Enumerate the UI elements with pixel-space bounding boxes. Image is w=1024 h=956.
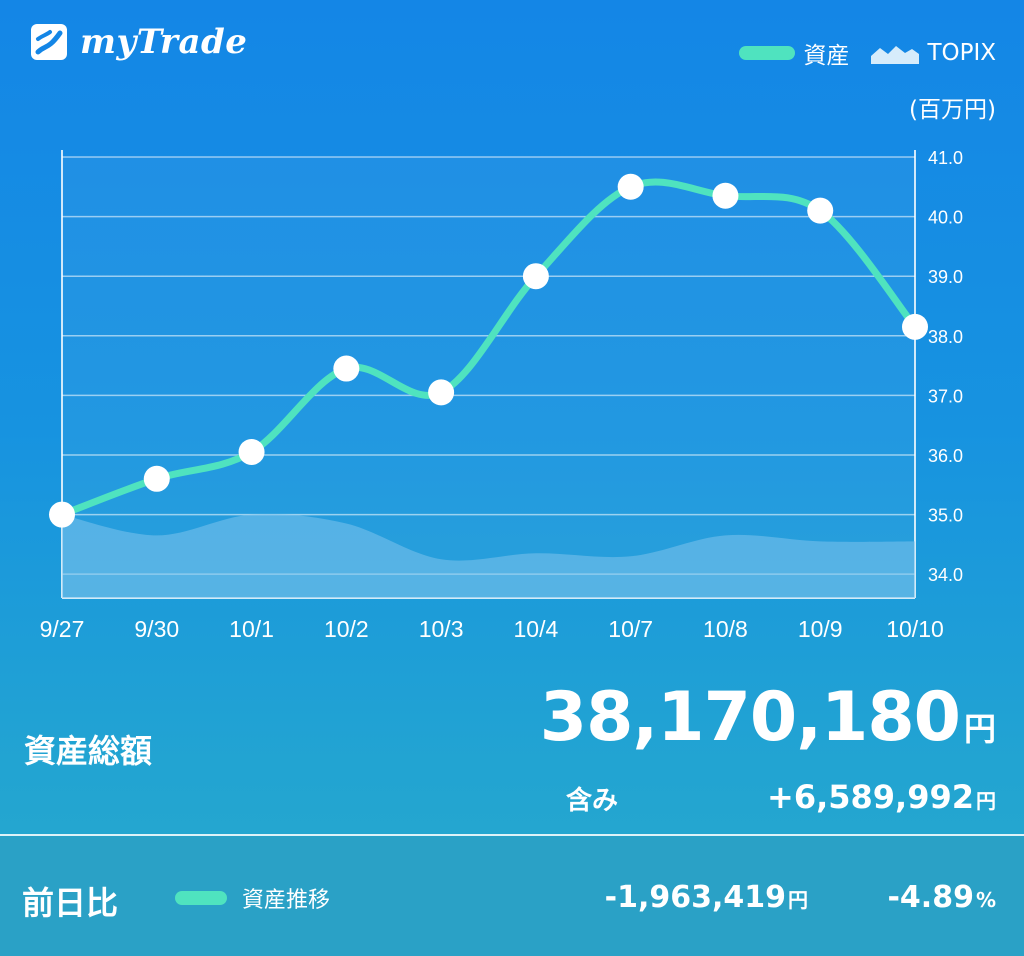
day-change-percent: -4.89 % [887,880,996,915]
app-name: myTrade [80,22,248,62]
y-tick-label: 36.0 [928,446,963,466]
x-tick-label: 10/10 [886,616,944,642]
total-assets: 38,170,180 円 [540,678,996,757]
asset-summary: 資産総額 38,170,180 円 含み +6,589,992 円 [0,670,1024,830]
topix-area [62,514,915,598]
unit-label: (百万円) [909,97,996,123]
x-tick-label: 10/4 [514,616,559,642]
trade-logo-icon [31,24,67,60]
day-change-value: -1,963,419 [604,880,786,915]
asset-data-point [428,379,455,406]
x-tick-label: 10/9 [798,616,843,642]
asset-trend-swatch [175,891,227,905]
unrealized-value: +6,589,992 [767,778,974,816]
daily-change-bar: 前日比 資産推移 -1,963,419 円 -4.89 % [0,836,1024,956]
day-change-label: 前日比 [22,884,119,922]
app-logo: myTrade [30,22,247,62]
y-tick-label: 37.0 [928,386,963,406]
x-tick-label: 10/2 [324,616,369,642]
asset-data-point [143,465,170,492]
total-assets-label: 資産総額 [24,732,153,770]
legend-asset-label: 資産 [803,43,850,69]
day-change-percent-value: -4.89 [887,880,974,915]
y-tick-label: 40.0 [928,208,963,228]
asset-data-point [49,501,75,528]
asset-line [58,178,919,519]
plot-area [62,157,915,598]
total-assets-value: 38,170,180 [539,678,961,757]
x-tick-label: 9/27 [40,616,85,642]
y-tick-label: 35.0 [928,506,963,526]
chart-legend: 資産 TOPIX [739,36,996,70]
x-tick-label: 10/8 [703,616,748,642]
unrealized-unit: 円 [976,789,996,813]
legend-item-topix[interactable]: TOPIX [871,40,996,66]
total-assets-unit: 円 [963,710,996,748]
asset-data-point [617,173,644,200]
asset-data-point [333,355,360,382]
x-tick-label: 10/7 [608,616,653,642]
header: myTrade 資産 TOPIX (百万円) [0,0,1024,140]
asset-chart: 34.0 35.0 36.0 37.0 38.0 39.0 40.0 41.0 9/27 9/30… [40,148,963,642]
legend-topix-label: TOPIX [927,40,996,66]
asset-data-point [522,263,549,290]
day-change-percent-unit: % [975,888,996,912]
day-change: -1,963,419 円 [605,880,808,915]
x-tick-label: 10/1 [229,616,274,642]
unrealized-label: 含み [566,786,619,816]
y-tick-label: 39.0 [928,267,963,287]
y-tick-label: 38.0 [928,327,963,347]
divider [0,834,1024,836]
unrealized-gain: +6,589,992 円 [767,778,996,816]
day-change-unit: 円 [788,888,808,912]
y-tick-label: 34.0 [928,565,963,585]
y-tick-label: 41.0 [928,148,963,168]
asset-line-swatch [739,46,796,60]
asset-data-point [807,197,834,224]
asset-data-point [238,438,265,465]
x-tick-label: 10/3 [419,616,464,642]
x-tick-label: 9/30 [134,616,179,642]
asset-data-point [902,313,928,340]
asset-data-point [712,182,739,209]
legend-item-asset[interactable]: 資産 [739,36,849,70]
topix-area-icon [871,46,920,64]
asset-trend-label: 資産推移 [242,888,331,913]
